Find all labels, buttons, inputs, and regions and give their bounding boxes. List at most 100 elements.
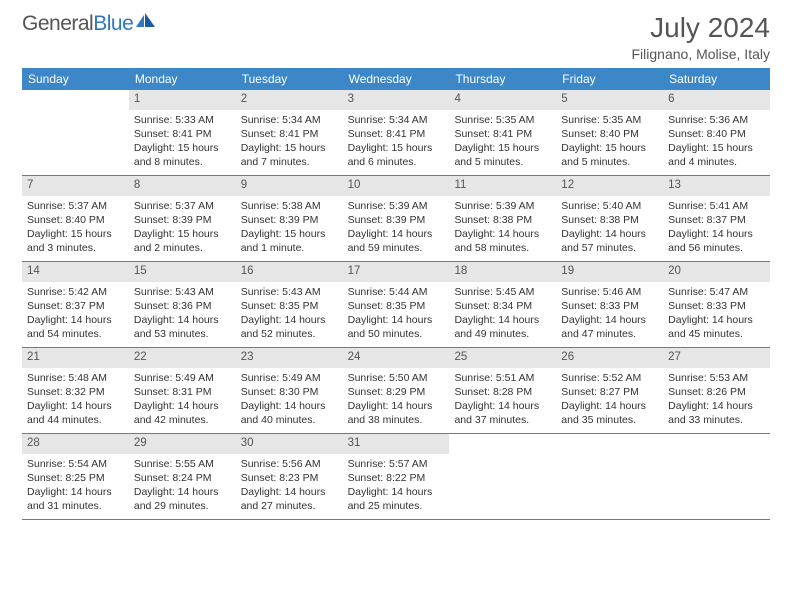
weeks-container: 1Sunrise: 5:33 AMSunset: 8:41 PMDaylight… [22,90,770,520]
daylight-line: Daylight: 14 hours and 27 minutes. [241,485,338,513]
brand-logo: GeneralBlue [22,12,157,36]
week-row: 7Sunrise: 5:37 AMSunset: 8:40 PMDaylight… [22,176,770,262]
day-cell: 15Sunrise: 5:43 AMSunset: 8:36 PMDayligh… [129,262,236,348]
sunset-line: Sunset: 8:25 PM [27,471,124,485]
day-cell: 30Sunrise: 5:56 AMSunset: 8:23 PMDayligh… [236,434,343,520]
day-number: 14 [22,262,129,282]
sunset-line: Sunset: 8:41 PM [454,127,551,141]
daylight-line: Daylight: 14 hours and 54 minutes. [27,313,124,341]
daylight-line: Daylight: 14 hours and 52 minutes. [241,313,338,341]
day-number: 19 [556,262,663,282]
day-cell: 6Sunrise: 5:36 AMSunset: 8:40 PMDaylight… [663,90,770,176]
daylight-line: Daylight: 14 hours and 56 minutes. [668,227,765,255]
day-cell: 4Sunrise: 5:35 AMSunset: 8:41 PMDaylight… [449,90,556,176]
sunrise-line: Sunrise: 5:45 AM [454,285,551,299]
day-number: 27 [663,348,770,368]
sunrise-line: Sunrise: 5:40 AM [561,199,658,213]
page-title: July 2024 [631,12,770,44]
sunset-line: Sunset: 8:28 PM [454,385,551,399]
day-number: 29 [129,434,236,454]
day-number: 9 [236,176,343,196]
day-number: 13 [663,176,770,196]
sunrise-line: Sunrise: 5:39 AM [348,199,445,213]
daylight-line: Daylight: 15 hours and 2 minutes. [134,227,231,255]
day-number: 21 [22,348,129,368]
sunset-line: Sunset: 8:41 PM [241,127,338,141]
day-cell: 25 Sunrise: 5:51 AMSunset: 8:28 PMDayligh… [449,348,556,434]
sunset-line: Sunset: 8:37 PM [668,213,765,227]
sunrise-line: Sunrise: 5:43 AM [134,285,231,299]
sunset-line: Sunset: 8:33 PM [561,299,658,313]
sunrise-line: Sunrise: 5:38 AM [241,199,338,213]
weekday-header: Tuesday [236,68,343,90]
daylight-line: Daylight: 14 hours and 42 minutes. [134,399,231,427]
day-number: 22 [129,348,236,368]
week-row: 1Sunrise: 5:33 AMSunset: 8:41 PMDaylight… [22,90,770,176]
day-cell: 12Sunrise: 5:40 AMSunset: 8:38 PMDayligh… [556,176,663,262]
sunrise-line: Sunrise: 5:51 AM [454,371,551,385]
weekday-header: Sunday [22,68,129,90]
day-cell: 2Sunrise: 5:34 AMSunset: 8:41 PMDaylight… [236,90,343,176]
day-cell: 10Sunrise: 5:39 AMSunset: 8:39 PMDayligh… [343,176,450,262]
daylight-line: Daylight: 14 hours and 29 minutes. [134,485,231,513]
sunset-line: Sunset: 8:24 PM [134,471,231,485]
daylight-line: Daylight: 14 hours and 50 minutes. [348,313,445,341]
day-number: 4 [449,90,556,110]
sunrise-line: Sunrise: 5:36 AM [668,113,765,127]
sunrise-line: Sunrise: 5:33 AM [134,113,231,127]
day-number: 16 [236,262,343,282]
day-cell: 13 Sunrise: 5:41 AMSunset: 8:37 PMDayligh… [663,176,770,262]
daylight-line: Daylight: 14 hours and 35 minutes. [561,399,658,427]
weekday-header: Saturday [663,68,770,90]
day-number: 25 [449,348,556,368]
calendar: SundayMondayTuesdayWednesdayThursdayFrid… [22,68,770,520]
brand-part2: Blue [93,12,133,36]
daylight-line: Daylight: 15 hours and 3 minutes. [27,227,124,255]
day-number: 6 [663,90,770,110]
daylight-line: Daylight: 15 hours and 5 minutes. [454,141,551,169]
day-cell: 22Sunrise: 5:49 AMSunset: 8:31 PMDayligh… [129,348,236,434]
sunrise-line: Sunrise: 5:41 AM [668,199,765,213]
daylight-line: Daylight: 14 hours and 45 minutes. [668,313,765,341]
day-number: 28 [22,434,129,454]
sunrise-line: Sunrise: 5:54 AM [27,457,124,471]
day-cell: 16Sunrise: 5:43 AMSunset: 8:35 PMDayligh… [236,262,343,348]
sunset-line: Sunset: 8:35 PM [348,299,445,313]
week-row: 28 Sunrise: 5:54 AMSunset: 8:25 PM Dayligh… [22,434,770,520]
day-number: 17 [343,262,450,282]
sunset-line: Sunset: 8:31 PM [134,385,231,399]
sunrise-line: Sunrise: 5:44 AM [348,285,445,299]
sunset-line: Sunset: 8:30 PM [241,385,338,399]
day-number: 24 [343,348,450,368]
day-cell: 31Sunrise: 5:57 AMSunset: 8:22 PMDayligh… [343,434,450,520]
sunrise-line: Sunrise: 5:57 AM [348,457,445,471]
sunrise-line: Sunrise: 5:43 AM [241,285,338,299]
sunset-line: Sunset: 8:39 PM [241,213,338,227]
daylight-line: Daylight: 14 hours and 40 minutes. [241,399,338,427]
day-number: 2 [236,90,343,110]
daylight-line: Daylight: 14 hours and 47 minutes. [561,313,658,341]
daylight-line: Daylight: 14 hours and 37 minutes. [454,399,551,427]
day-cell-empty [22,90,129,176]
daylight-line: Daylight: 14 hours and 58 minutes. [454,227,551,255]
day-cell: 7Sunrise: 5:37 AMSunset: 8:40 PMDaylight… [22,176,129,262]
day-cell: 19Sunrise: 5:46 AMSunset: 8:33 PMDayligh… [556,262,663,348]
day-number: 18 [449,262,556,282]
sunset-line: Sunset: 8:27 PM [561,385,658,399]
day-number: 23 [236,348,343,368]
day-number: 1 [129,90,236,110]
day-cell: 26Sunrise: 5:52 AMSunset: 8:27 PMDayligh… [556,348,663,434]
day-cell: 9Sunrise: 5:38 AMSunset: 8:39 PMDaylight… [236,176,343,262]
sunrise-line: Sunrise: 5:34 AM [241,113,338,127]
day-cell: 24Sunrise: 5:50 AMSunset: 8:29 PMDayligh… [343,348,450,434]
week-row: 14Sunrise: 5:42 AMSunset: 8:37 PMDayligh… [22,262,770,348]
sunrise-line: Sunrise: 5:39 AM [454,199,551,213]
day-number: 7 [22,176,129,196]
day-cell-empty [556,434,663,520]
day-cell: 21Sunrise: 5:48 AMSunset: 8:32 PMDayligh… [22,348,129,434]
day-number: 30 [236,434,343,454]
sunset-line: Sunset: 8:26 PM [668,385,765,399]
sunrise-line: Sunrise: 5:55 AM [134,457,231,471]
sunset-line: Sunset: 8:37 PM [27,299,124,313]
daylight-line: Daylight: 14 hours and 53 minutes. [134,313,231,341]
